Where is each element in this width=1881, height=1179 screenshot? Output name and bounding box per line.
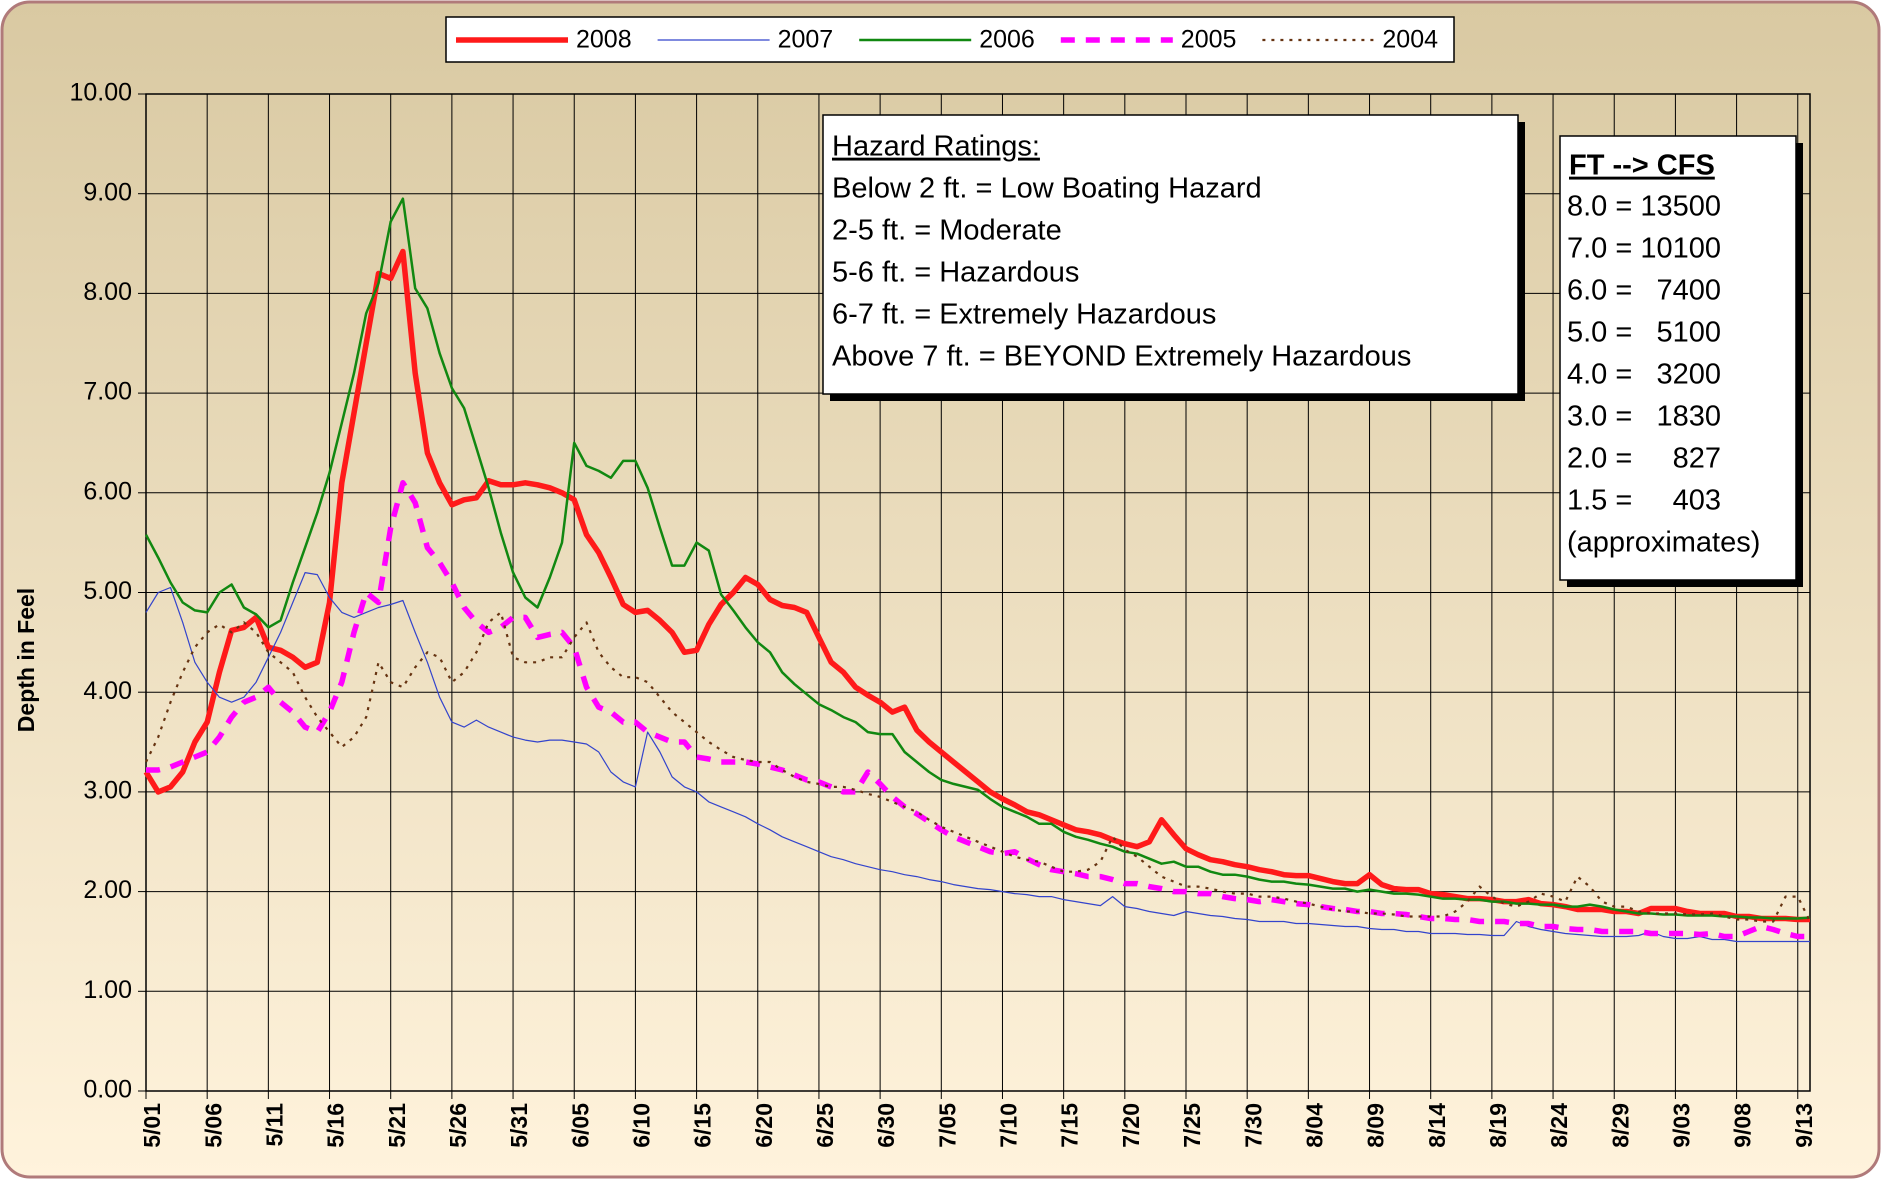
x-tick-label: 9/08: [1730, 1103, 1756, 1148]
x-tick-label: 5/31: [506, 1103, 532, 1148]
series-line: [144, 197, 1811, 920]
series-line: [145, 611, 1811, 923]
cfs-line: 7.0 = 10100: [1567, 233, 1721, 265]
series-line: [145, 572, 1810, 943]
x-tick-label: 8/09: [1363, 1103, 1389, 1148]
hazard-line: 6-7 ft. = Extremely Hazardous: [832, 299, 1216, 331]
hazard-line: Below 2 ft. = Low Boating Hazard: [832, 173, 1262, 205]
cfs-note: (approximates): [1567, 527, 1760, 559]
x-tick-label: 5/26: [445, 1103, 471, 1148]
y-tick-label: 7.00: [83, 378, 132, 406]
y-tick-label: 1.00: [83, 976, 132, 1004]
x-tick-label: 6/20: [751, 1103, 777, 1148]
x-tick-label: 5/11: [261, 1103, 287, 1147]
x-tick-label: 8/19: [1485, 1103, 1511, 1148]
x-tick-label: 8/24: [1546, 1103, 1572, 1148]
x-tick-label: 8/29: [1607, 1103, 1633, 1148]
x-tick-label: 6/10: [628, 1103, 654, 1148]
y-axis-label: Depth in Feel: [13, 588, 39, 732]
x-tick-label: 6/05: [567, 1103, 593, 1148]
hazard-box: [822, 114, 1519, 395]
series-line: [143, 248, 1810, 923]
x-tick-label: 6/15: [690, 1103, 716, 1148]
cfs-line: 8.0 = 13500: [1567, 191, 1721, 223]
x-tick-label: 9/13: [1791, 1103, 1817, 1148]
x-tick-label: 5/06: [200, 1103, 226, 1148]
y-tick-label: 10.00: [69, 79, 132, 107]
x-tick-label: 6/25: [812, 1103, 838, 1148]
x-tick-label: 7/10: [996, 1103, 1022, 1148]
legend-label: 2007: [778, 26, 834, 54]
x-tick-label: 6/30: [873, 1103, 899, 1148]
x-tick-label: 5/21: [384, 1103, 410, 1148]
y-tick-label: 9.00: [83, 178, 132, 206]
x-tick-label: 9/03: [1668, 1103, 1694, 1148]
legend-label: 2008: [576, 26, 632, 54]
y-tick-label: 4.00: [83, 677, 132, 705]
cfs-box: [1559, 135, 1797, 581]
x-tick-label: 7/15: [1057, 1103, 1083, 1148]
x-tick-label: 8/04: [1301, 1103, 1327, 1148]
legend-label: 2004: [1382, 26, 1438, 54]
hazard-title: Hazard Ratings:: [832, 131, 1040, 163]
cfs-line: 1.5 = 403: [1567, 485, 1721, 517]
x-tick-label: 5/01: [139, 1103, 165, 1148]
x-tick-label: 8/14: [1424, 1103, 1450, 1148]
y-tick-label: 5.00: [83, 577, 132, 605]
cfs-line: 6.0 = 7400: [1567, 275, 1721, 307]
hazard-line: 5-6 ft. = Hazardous: [832, 257, 1079, 289]
x-tick-label: 5/16: [323, 1103, 349, 1148]
cfs-line: 5.0 = 5100: [1567, 317, 1721, 349]
x-tick-label: 7/20: [1118, 1103, 1144, 1148]
series-line: [146, 480, 1810, 940]
y-tick-label: 6.00: [83, 477, 132, 505]
cfs-line: 4.0 = 3200: [1567, 359, 1721, 391]
legend-label: 2006: [979, 26, 1035, 54]
cfs-title: FT --> CFS: [1569, 150, 1715, 182]
hazard-line: Above 7 ft. = BEYOND Extremely Hazardous: [832, 341, 1411, 373]
hazard-line: 2-5 ft. = Moderate: [832, 215, 1062, 247]
x-tick-label: 7/25: [1179, 1103, 1205, 1148]
cfs-line: 3.0 = 1830: [1567, 401, 1721, 433]
y-tick-label: 2.00: [83, 876, 132, 904]
x-tick-label: 7/30: [1240, 1103, 1266, 1148]
y-tick-label: 8.00: [83, 278, 132, 306]
y-tick-label: 0.00: [83, 1076, 132, 1104]
y-tick-label: 3.00: [83, 777, 132, 805]
legend-label: 2005: [1181, 26, 1237, 54]
cfs-line: 2.0 = 827: [1567, 443, 1721, 475]
x-tick-label: 7/05: [934, 1103, 960, 1148]
